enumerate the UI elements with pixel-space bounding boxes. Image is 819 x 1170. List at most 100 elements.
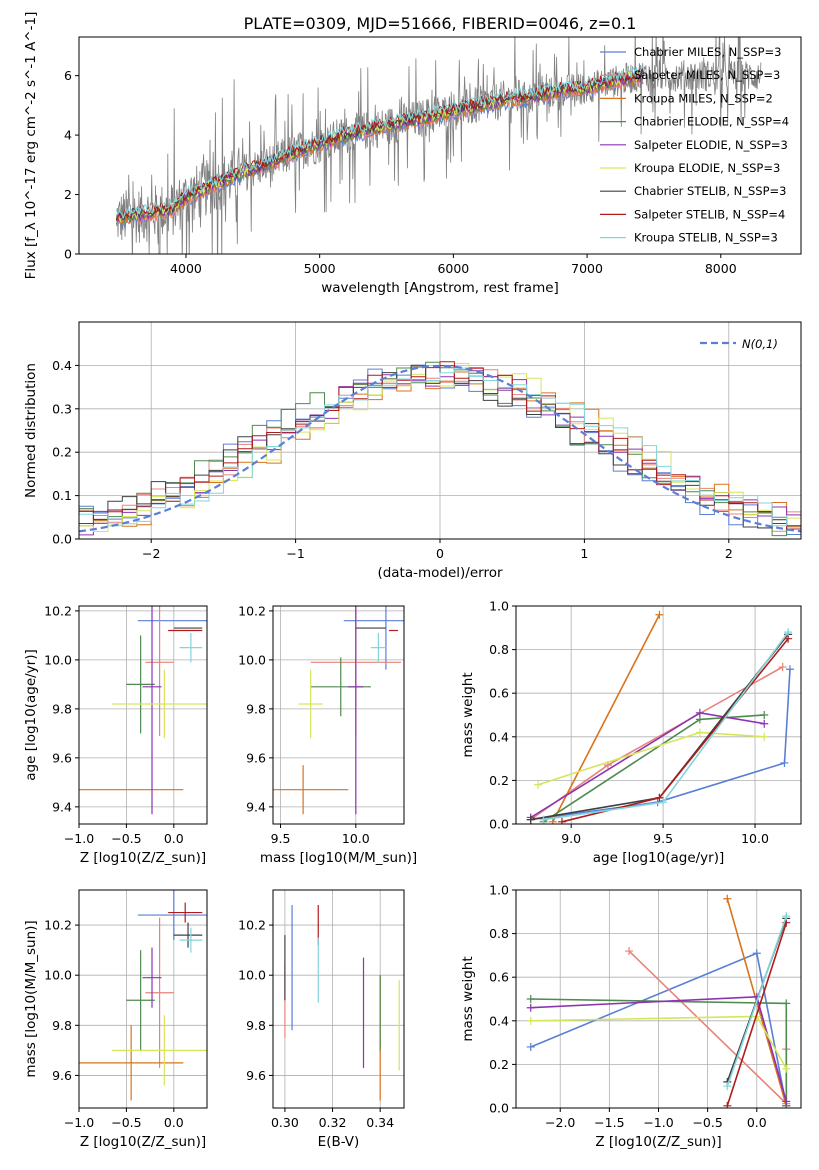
y-tick-label: 10.0 — [44, 968, 72, 983]
x-tick-label: 0.34 — [366, 1115, 394, 1130]
x-tick-label: −2 — [142, 546, 160, 561]
x-tick-label: 7000 — [571, 261, 603, 276]
y-tick-label: 10.0 — [238, 652, 266, 667]
y-tick-label: 0.4 — [489, 1013, 509, 1028]
y-tick-label: 9.6 — [246, 750, 266, 765]
x-tick-label: 0.0 — [747, 1115, 767, 1130]
plus-marker — [526, 1042, 535, 1051]
plots-group: 4000 5000 6000 7000 8000 0 2 4 6 wavelength [Angs… — [23, 12, 802, 1150]
x-tick-label: −1.0 — [643, 1115, 673, 1130]
panel-age-vs-mass: 9.5 10.0 9.4 9.6 9.8 10.0 10.2 mass [log10(M/M_… — [238, 603, 417, 866]
axes-frame — [272, 889, 405, 1109]
x-axis-label: mass [log10(M/M_sun)] — [260, 850, 417, 866]
y-tick-label: 10.2 — [44, 603, 72, 618]
x-tick-label: 0.0 — [164, 1115, 184, 1130]
plus-marker — [526, 815, 535, 824]
plus-marker — [782, 999, 791, 1008]
x-tick-label: 9.0 — [561, 831, 581, 846]
axes-frame — [78, 605, 208, 825]
plus-marker — [760, 719, 769, 728]
x-axis-label: E(B-V) — [318, 1134, 360, 1150]
plus-marker — [778, 663, 787, 672]
x-tick-label: 1 — [580, 546, 588, 561]
axes-frame — [515, 605, 802, 825]
plot-area — [284, 905, 400, 1101]
legend-label: Kroupa ELODIE, N_SSP=3 — [634, 161, 780, 175]
observed-spectrum — [116, 37, 762, 254]
panel-spectrum: 4000 5000 6000 7000 8000 0 2 4 6 wavelength [Angs… — [23, 12, 802, 296]
gaussian-curve — [79, 364, 801, 533]
y-tick-label: 0.8 — [489, 642, 509, 657]
x-axis-label: (data-model)/error — [377, 565, 503, 581]
y-tick-label: 1.0 — [489, 599, 509, 614]
y-tick-label: 0.4 — [489, 729, 509, 744]
legend-label: Chabrier MILES, N_SSP=3 — [634, 45, 781, 59]
x-axis-label: Z [log10(Z/Z_sun)] — [595, 1134, 721, 1150]
residual-legend: N(0,1) — [700, 337, 778, 351]
axes-frame — [78, 36, 802, 255]
mass-weight-line — [561, 638, 789, 823]
plus-marker — [655, 793, 664, 802]
y-tick-label: 9.8 — [52, 1018, 72, 1033]
axes-frame — [78, 889, 208, 1109]
plus-marker — [695, 708, 704, 717]
y-tick-label: 9.6 — [246, 1068, 266, 1083]
x-tick-label: 10.0 — [741, 831, 769, 846]
plus-marker — [695, 728, 704, 737]
plus-marker — [723, 894, 732, 903]
legend-label: Kroupa STELIB, N_SSP=3 — [634, 231, 778, 245]
y-tick-label: 10.0 — [44, 652, 72, 667]
y-tick-label: 0.3 — [52, 401, 72, 416]
histogram-step — [79, 367, 801, 527]
y-axis-label: mass [log10(M/M_sun)] — [23, 920, 39, 1077]
legend-label: Chabrier ELODIE, N_SSP=4 — [634, 115, 789, 129]
y-tick-label: 0.2 — [489, 1057, 509, 1072]
plus-marker — [625, 947, 634, 956]
mass-weight-line — [530, 711, 765, 819]
x-tick-label: 0.0 — [164, 831, 184, 846]
mass-weight-line — [552, 614, 661, 823]
plot-area — [79, 361, 801, 537]
mass-weight-line — [726, 915, 788, 1087]
mass-weight-line — [543, 631, 789, 821]
plus-marker — [785, 665, 794, 674]
x-tick-label: 6000 — [437, 261, 469, 276]
y-axis-label: Flux [f_λ 10^-17 erg cm^-2 s^-1 A^-1] — [23, 12, 39, 280]
x-tick-label: −0.5 — [692, 1115, 722, 1130]
plus-marker — [539, 815, 548, 824]
y-tick-label: 10.2 — [238, 603, 266, 618]
y-tick-label: 0.1 — [52, 488, 72, 503]
x-tick-label: −0.5 — [111, 831, 141, 846]
plus-marker — [760, 711, 769, 719]
y-tick-label: 10.2 — [238, 918, 266, 933]
plus-marker — [723, 1082, 732, 1091]
plus-marker — [723, 1101, 732, 1108]
spectrum-legend: Chabrier MILES, N_SSP=3 Salpeter MILES, N… — [600, 45, 789, 245]
x-tick-label: 8000 — [705, 261, 737, 276]
plus-marker — [655, 610, 664, 619]
y-tick-label: 9.4 — [246, 799, 266, 814]
y-tick-label: 0.2 — [489, 773, 509, 788]
mass-weight-line — [530, 669, 791, 821]
x-tick-label: 0 — [436, 546, 444, 561]
plot-area — [526, 610, 794, 824]
x-tick-label: −0.5 — [111, 1115, 141, 1130]
x-tick-label: −1.0 — [64, 1115, 94, 1130]
y-axis-label: Normed distribution — [23, 363, 39, 498]
y-tick-label: 0.0 — [489, 817, 509, 832]
plus-marker — [548, 817, 557, 824]
y-tick-label: 9.8 — [246, 701, 266, 716]
y-tick-label: 10.2 — [44, 918, 72, 933]
y-tick-label: 0.6 — [489, 686, 509, 701]
y-tick-label: 6 — [64, 68, 72, 83]
x-tick-label: −1.0 — [64, 831, 94, 846]
x-tick-label: 10.0 — [342, 831, 370, 846]
y-tick-label: 9.8 — [246, 1018, 266, 1033]
x-axis-label: age [log10(age/yr)] — [593, 850, 725, 866]
y-tick-label: 2 — [64, 187, 72, 202]
x-axis-label: Z [log10(Z/Z_sun)] — [80, 1134, 206, 1150]
plot-area — [79, 890, 207, 1101]
y-tick-label: 10.0 — [238, 968, 266, 983]
y-tick-label: 9.8 — [52, 701, 72, 716]
